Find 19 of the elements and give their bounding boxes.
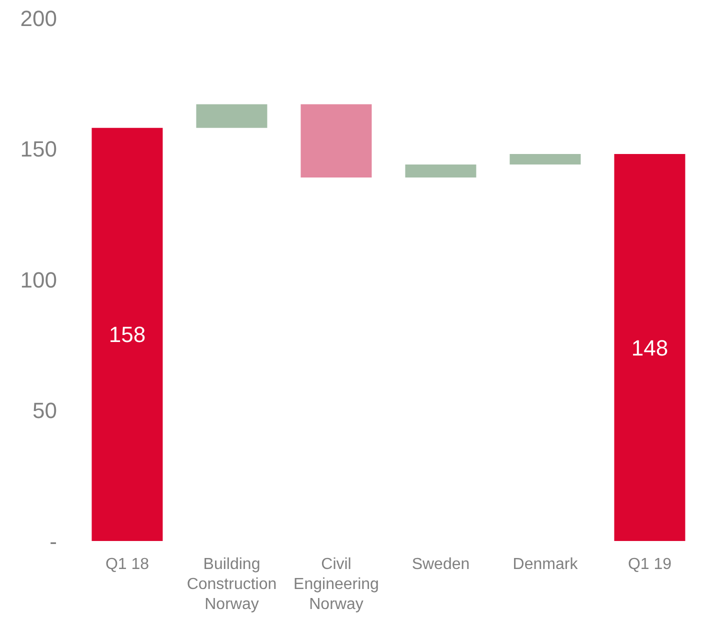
x-tick-label: Q1 18 bbox=[105, 556, 150, 573]
x-tick-label: Q1 19 bbox=[628, 556, 672, 573]
y-tick-label: 200 bbox=[20, 6, 57, 31]
data-label: 158 bbox=[108, 322, 146, 348]
bar bbox=[300, 104, 372, 178]
x-tick-label: Sweden bbox=[412, 556, 470, 573]
x-tick-label: Denmark bbox=[512, 556, 579, 573]
y-tick-label: 100 bbox=[20, 267, 57, 292]
x-tick-label: Building Construction Norway bbox=[186, 556, 277, 613]
y-tick-label: - bbox=[50, 528, 57, 554]
y-tick-label: 50 bbox=[32, 398, 57, 424]
bar bbox=[614, 154, 686, 541]
x-tick-label: Civil Engineering Norway bbox=[294, 556, 379, 613]
data-label: 148 bbox=[631, 335, 668, 360]
bar bbox=[92, 128, 163, 541]
y-tick-label: 150 bbox=[20, 136, 57, 162]
bar bbox=[405, 164, 476, 178]
bar bbox=[510, 154, 581, 164]
bar bbox=[196, 104, 268, 128]
